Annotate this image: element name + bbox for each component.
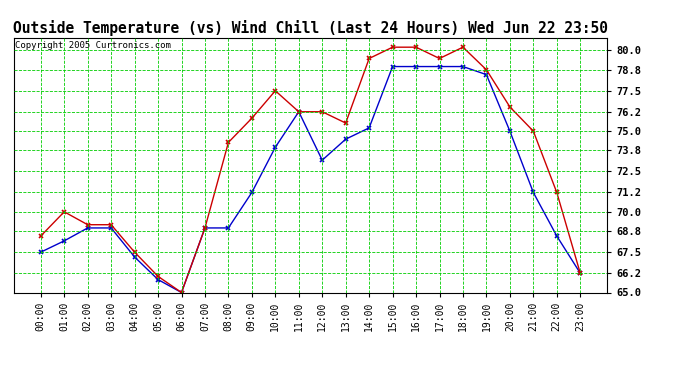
Title: Outside Temperature (vs) Wind Chill (Last 24 Hours) Wed Jun 22 23:50: Outside Temperature (vs) Wind Chill (Las… (13, 20, 608, 36)
Text: Copyright 2005 Curtronics.com: Copyright 2005 Curtronics.com (15, 41, 171, 50)
